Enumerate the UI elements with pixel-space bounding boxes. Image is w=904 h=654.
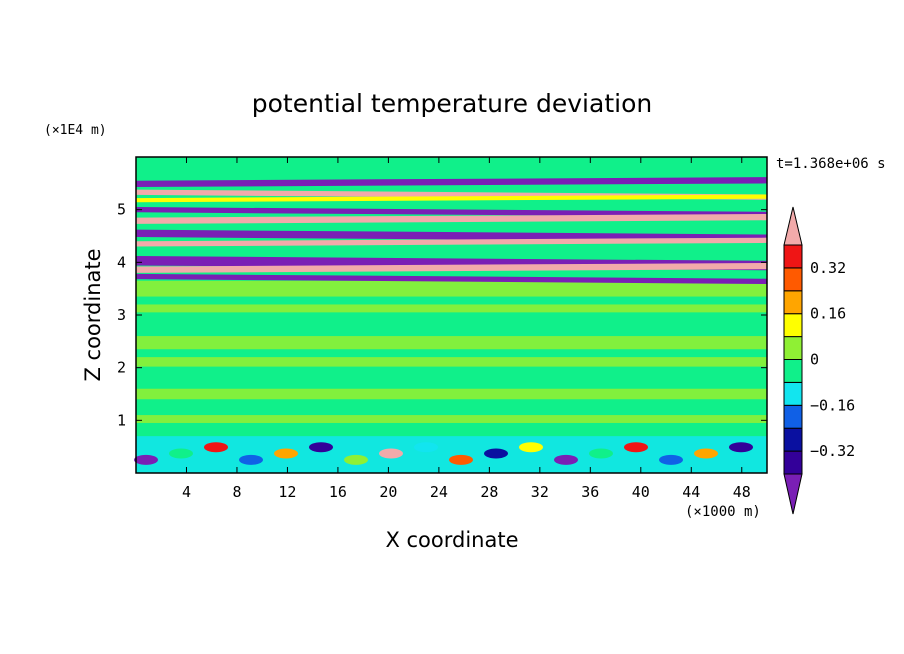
y-tick-label: 1 [117,411,126,429]
y-axis: 1 2 3 4 5 [117,201,767,429]
field-background [136,157,767,473]
field-band [136,357,767,367]
x-tick-label: 36 [581,483,599,501]
colorbar-segment [783,359,803,383]
field-cell [169,448,193,459]
colorbar-segment [783,427,803,452]
y-axis-label: Z coordinate [81,248,105,381]
x-tick-label: 4 [182,483,191,501]
x-tick-label: 40 [632,483,650,501]
field-cell [274,448,298,459]
field-cell [729,442,753,453]
field-cell [379,448,403,459]
colorbar-segment [783,290,803,315]
field-cell [344,454,368,465]
time-label: t=1.368e+06 s [776,156,886,172]
colorbar-tick-label: −0.16 [810,396,855,414]
y-tick-label: 4 [117,253,126,271]
field-band [136,388,767,400]
chart-title: potential temperature deviation [252,89,652,118]
field-cell [484,448,508,459]
field-cell [239,454,263,465]
x-tick-label: 20 [379,483,397,501]
x-tick-label: 16 [329,483,347,501]
x-tick-label: 12 [278,483,296,501]
y-tick-label: 5 [117,201,126,219]
field-stratum [136,177,767,188]
x-tick-label: 44 [682,483,700,501]
field-stratum [136,237,767,247]
contour-field [134,157,767,473]
colorbar: 0.32 0.16 0 −0.16 −0.32 [783,206,855,515]
y-unit-label: (×1E4 m) [44,123,107,138]
field-cell [694,448,718,459]
colorbar-tick-label: 0 [810,351,819,369]
x-tick-label: 48 [733,483,751,501]
y-tick-label: 2 [117,359,126,377]
x-unit-label: (×1000 m) [685,504,761,520]
field-band [136,336,767,350]
y-tick-label: 3 [117,306,126,324]
field-cell [449,454,473,465]
colorbar-segment [783,244,803,269]
field-band [136,280,767,297]
field-cell [589,448,613,459]
x-tick-label: 8 [232,483,241,501]
field-band [136,304,767,313]
x-tick-label: 32 [531,483,549,501]
colorbar-segment [783,381,803,406]
field-stratum [136,194,767,203]
field-cell [134,454,158,465]
x-tick-label: 24 [430,483,448,501]
colorbar-segment [783,267,803,292]
x-tick-label: 28 [480,483,498,501]
field-band [136,415,767,423]
field-stratum [136,213,767,224]
colorbar-lower-extension [783,473,803,515]
field-cell [519,442,543,453]
field-cell [624,442,648,453]
colorbar-segment [783,313,803,338]
colorbar-tick-label: 0.16 [810,305,846,323]
field-stratum [136,262,767,273]
x-axis: 4 8 12 16 20 24 28 32 36 40 44 48 [182,157,751,501]
x-axis-label: X coordinate [385,528,518,552]
colorbar-segment [783,404,803,429]
field-surface-layer [136,436,767,473]
field-cell [414,442,438,453]
field-stratum [136,273,767,284]
field-cell [309,442,333,453]
field-cell [204,442,228,453]
field-cell [659,454,683,465]
field-stratum [136,207,767,218]
colorbar-segment [783,450,803,475]
colorbar-upper-extension [783,206,803,246]
colorbar-tick-label: 0.32 [810,259,846,277]
colorbar-tick-label: −0.32 [810,442,855,460]
colorbar-segment [783,336,803,361]
field-cell [554,454,578,465]
